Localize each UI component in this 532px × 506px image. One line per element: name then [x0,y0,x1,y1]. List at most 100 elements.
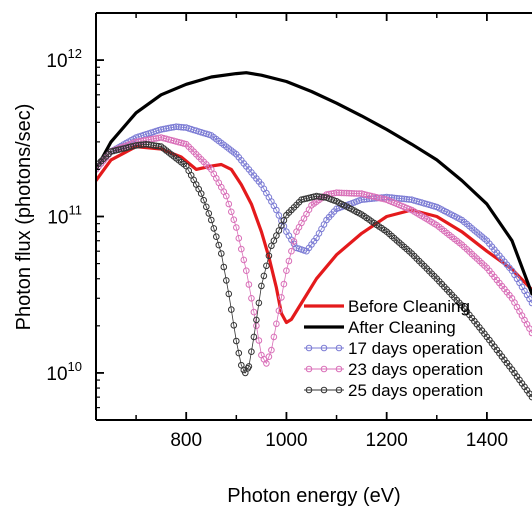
data-point-17-days-operation [395,195,403,202]
data-point-25-days-operation [280,217,288,224]
legend-swatch-marker-17-days-operation [305,344,313,352]
legend-swatch-marker-25-days-operation [305,386,313,394]
data-point-17-days-operation [278,217,285,225]
data-point-25-days-operation [318,193,325,201]
x-tick-label: 1000 [265,430,307,451]
data-point-25-days-operation [200,196,207,204]
data-point-23-days-operation [343,189,350,197]
data-point-25-days-operation [152,142,160,150]
data-point-23-days-operation [290,238,298,245]
data-point-25-days-operation [275,227,283,234]
data-point-25-days-operation [210,225,218,232]
data-point-25-days-operation [245,363,253,370]
data-point-23-days-operation [348,190,355,197]
legend-swatch-marker-17-days-operation [320,344,328,352]
data-point-23-days-operation [238,245,245,253]
data-point-23-days-operation [270,333,278,341]
y-tick-label: 1010 [46,359,82,385]
series-line-17-days-operation [96,126,532,304]
data-point-23-days-operation [265,353,273,361]
data-point-23-days-operation [263,360,270,367]
data-point-25-days-operation [230,322,238,329]
data-point-23-days-operation [248,295,255,302]
data-point-25-days-operation [213,233,220,240]
data-point-17-days-operation [273,206,280,214]
data-point-25-days-operation [225,290,233,298]
data-point-25-days-operation [528,393,532,401]
data-point-17-days-operation [177,123,185,131]
data-point-25-days-operation [250,333,258,341]
data-point-25-days-operation [273,232,280,239]
data-point-23-days-operation [225,200,233,208]
data-point-25-days-operation [132,142,140,149]
series-line-after-cleaning [96,71,532,296]
data-point-23-days-operation [285,257,293,265]
data-point-25-days-operation [208,216,215,224]
legend-swatch-marker-23-days-operation [335,365,343,373]
data-point-23-days-operation [275,307,283,315]
data-point-17-days-operation [275,212,283,219]
data-point-25-days-operation [135,141,142,149]
data-point-25-days-operation [215,241,223,249]
x-tick-label: 800 [170,430,202,451]
data-point-25-days-operation [218,250,225,257]
plot-area [96,71,532,401]
data-point-25-days-operation [313,192,320,200]
legend-label-25-days-operation: 25 days operation [348,381,483,400]
data-point-23-days-operation [223,192,230,200]
data-point-23-days-operation [353,190,360,197]
series-line-before-cleaning [96,145,532,325]
data-point-23-days-operation [235,235,243,242]
data-point-17-days-operation [172,123,180,130]
legend-swatch-marker-23-days-operation [320,365,328,373]
data-point-25-days-operation [235,349,243,357]
data-point-17-days-operation [175,123,182,131]
data-point-25-days-operation [140,141,147,148]
data-point-25-days-operation [203,203,210,211]
data-point-23-days-operation [288,247,295,255]
legend-swatch-marker-17-days-operation [335,344,343,352]
data-point-23-days-operation [335,189,343,197]
data-point-25-days-operation [147,141,155,149]
data-point-25-days-operation [255,299,263,307]
legend-swatch-marker-25-days-operation [335,386,343,394]
data-point-23-days-operation [338,189,345,197]
data-point-25-days-operation [233,337,240,345]
legend-swatch-marker-23-days-operation [305,365,313,373]
data-point-23-days-operation [245,281,253,288]
data-point-17-days-operation [398,195,406,202]
data-point-25-days-operation [197,190,205,197]
data-point-25-days-operation [142,140,150,148]
data-point-25-days-operation [315,193,323,200]
data-point-23-days-operation [243,267,250,275]
data-point-25-days-operation [205,210,213,217]
data-point-25-days-operation [253,316,260,324]
data-point-25-days-operation [223,277,230,284]
data-point-17-days-operation [403,195,411,203]
data-point-17-days-operation [170,123,177,131]
data-point-23-days-operation [355,190,363,197]
data-point-23-days-operation [340,189,348,197]
legend-label-after-cleaning: After Cleaning [348,318,456,337]
data-point-23-days-operation [250,308,258,316]
data-point-23-days-operation [228,208,235,216]
x-tick-label: 1200 [366,430,408,451]
data-point-25-days-operation [137,141,145,149]
data-point-25-days-operation [270,237,278,244]
data-point-17-days-operation [400,195,408,203]
data-point-25-days-operation [278,222,285,229]
legend-swatch-marker-25-days-operation [320,386,328,394]
data-point-23-days-operation [255,337,263,344]
data-point-25-days-operation [228,306,235,313]
data-point-25-days-operation [268,242,275,250]
data-point-23-days-operation [273,320,280,328]
data-point-23-days-operation [230,216,238,223]
data-point-23-days-operation [333,189,340,196]
legend-label-before-cleaning: Before Cleaning [348,297,470,316]
data-point-25-days-operation [310,193,318,200]
data-point-23-days-operation [240,256,248,264]
data-point-25-days-operation [263,262,270,270]
data-point-25-days-operation [220,263,228,271]
data-point-17-days-operation [528,299,532,307]
data-point-25-days-operation [265,252,273,260]
